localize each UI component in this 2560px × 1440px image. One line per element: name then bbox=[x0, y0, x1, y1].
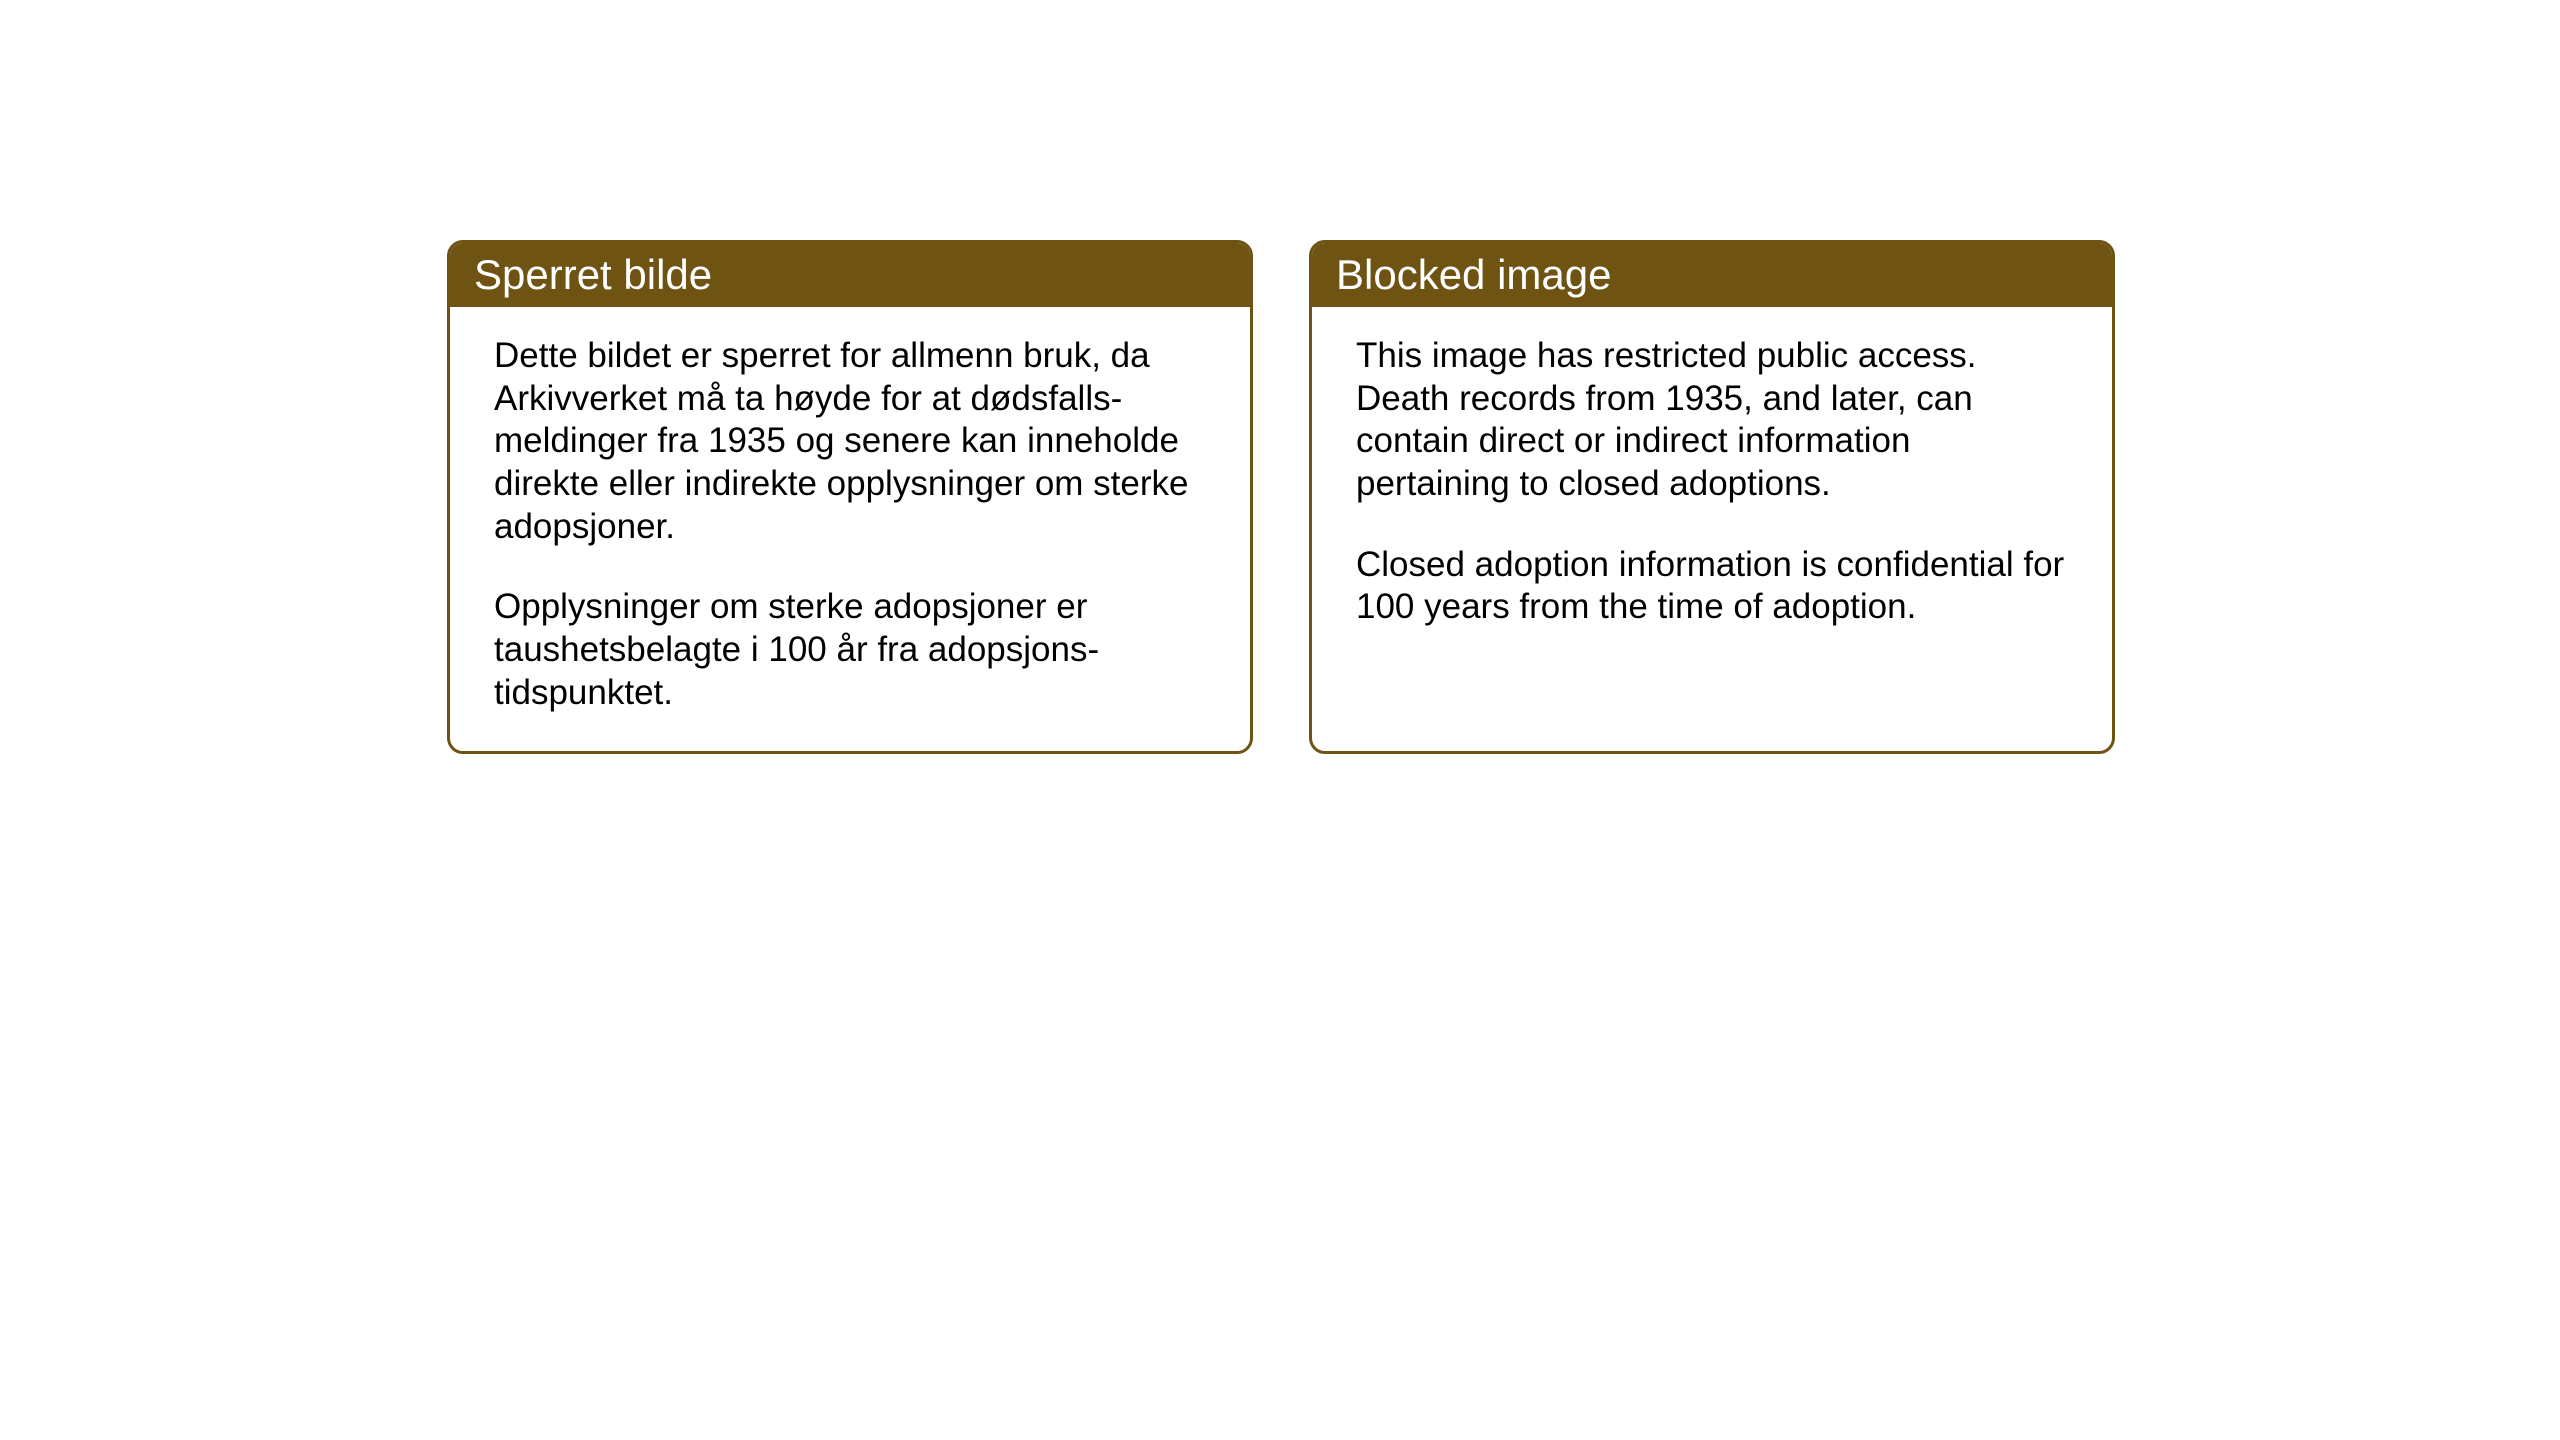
card-header-english: Blocked image bbox=[1312, 243, 2112, 307]
notice-card-norwegian: Sperret bilde Dette bildet er sperret fo… bbox=[447, 240, 1253, 754]
card-paragraph-english-2: Closed adoption information is confident… bbox=[1356, 544, 2068, 629]
card-paragraph-norwegian-1: Dette bildet er sperret for allmenn bruk… bbox=[494, 335, 1206, 548]
card-title-english: Blocked image bbox=[1336, 251, 1611, 298]
card-header-norwegian: Sperret bilde bbox=[450, 243, 1250, 307]
card-body-english: This image has restricted public access.… bbox=[1312, 307, 2112, 739]
notice-cards-container: Sperret bilde Dette bildet er sperret fo… bbox=[447, 240, 2115, 754]
card-paragraph-english-1: This image has restricted public access.… bbox=[1356, 335, 2068, 506]
card-title-norwegian: Sperret bilde bbox=[474, 251, 712, 298]
notice-card-english: Blocked image This image has restricted … bbox=[1309, 240, 2115, 754]
card-body-norwegian: Dette bildet er sperret for allmenn bruk… bbox=[450, 307, 1250, 751]
card-paragraph-norwegian-2: Opplysninger om sterke adopsjoner er tau… bbox=[494, 586, 1206, 714]
